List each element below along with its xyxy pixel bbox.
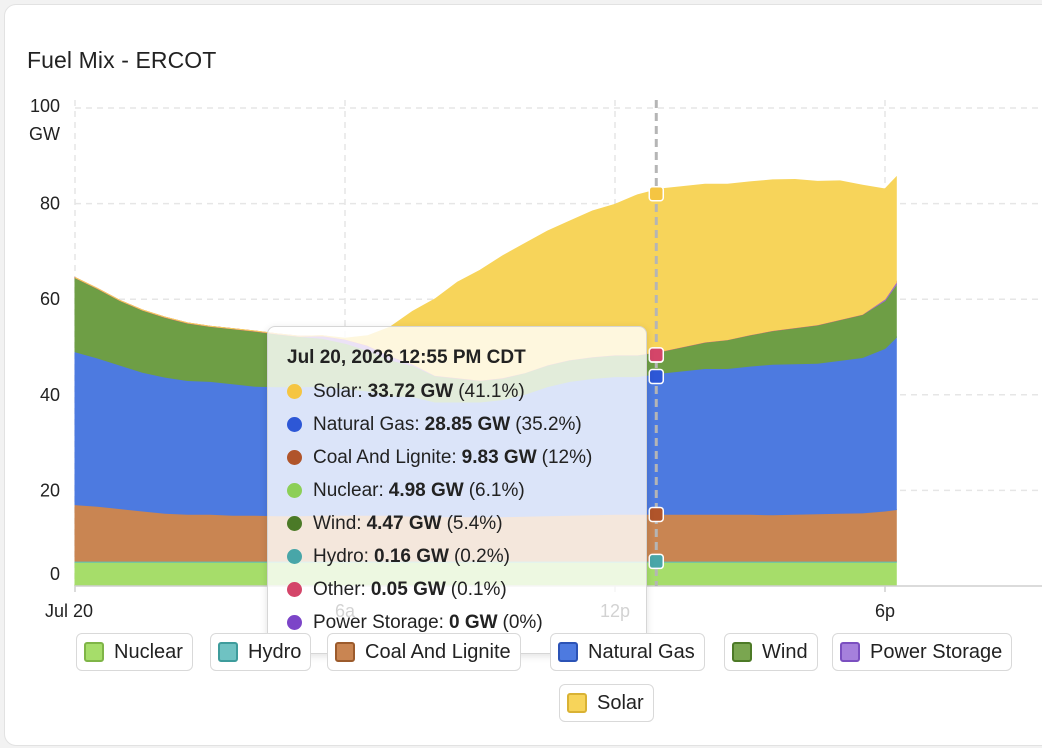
crosshair-marker	[648, 553, 665, 570]
tooltip-percent: (12%)	[541, 446, 593, 468]
legend-swatch	[335, 642, 355, 662]
tooltip-value: 0.05 GW	[370, 578, 446, 600]
tooltip-dot	[287, 516, 302, 531]
tooltip-row: Hydro: 0.16 GW (0.2%)	[287, 540, 646, 573]
tooltip-value: 4.98 GW	[388, 479, 464, 501]
y-tick-label: 20	[40, 480, 60, 500]
crosshair	[648, 100, 665, 586]
tooltip-dot	[287, 450, 302, 465]
tooltip-percent: (0.1%)	[450, 578, 507, 600]
legend-item-hydro[interactable]: Hydro	[210, 633, 312, 671]
legend-swatch	[84, 642, 104, 662]
tooltip-row: Natural Gas: 28.85 GW (35.2%)	[287, 408, 646, 441]
y-unit-label: GW	[29, 124, 60, 144]
tooltip-value: 0 GW	[448, 611, 498, 633]
legend-label: Wind	[762, 640, 808, 663]
legend-swatch	[732, 642, 752, 662]
tooltip-row: Wind: 4.47 GW (5.4%)	[287, 507, 646, 540]
y-tick-label: 0	[50, 564, 60, 584]
tooltip-row: Other: 0.05 GW (0.1%)	[287, 573, 646, 606]
y-tick-label: 80	[40, 194, 60, 214]
tooltip-dot	[287, 582, 302, 597]
hover-tooltip: Jul 20, 2026 12:55 PM CDT Solar: 33.72 GW…	[267, 326, 647, 654]
tooltip-dot	[287, 549, 302, 564]
tooltip-dot	[287, 417, 302, 432]
tooltip-dot	[287, 483, 302, 498]
legend-label: Solar	[597, 691, 644, 714]
legend-item-solar[interactable]: Solar	[559, 684, 654, 722]
tooltip-title: Jul 20, 2026 12:55 PM CDT	[287, 347, 526, 368]
tooltip-label: Other:	[313, 578, 366, 600]
legend-item-natural-gas[interactable]: Natural Gas	[550, 633, 705, 671]
tooltip-label: Natural Gas:	[313, 413, 420, 435]
legend-item-coal-and-lignite[interactable]: Coal And Lignite	[327, 633, 521, 671]
tooltip-value: 0.16 GW	[373, 545, 449, 567]
x-tick-label: 6p	[875, 601, 895, 621]
tooltip-percent: (0%)	[502, 611, 543, 633]
y-tick-label: 40	[40, 385, 60, 405]
tooltip-dot	[287, 384, 302, 399]
tooltip-label: Hydro:	[313, 545, 369, 567]
legend-item-nuclear[interactable]: Nuclear	[76, 633, 193, 671]
legend-label: Coal And Lignite	[365, 640, 511, 663]
tooltip-row: Solar: 33.72 GW (41.1%)	[287, 375, 646, 408]
tooltip-dot	[287, 615, 302, 630]
legend-label: Nuclear	[114, 640, 183, 663]
legend-swatch	[567, 693, 587, 713]
y-tick-label: 60	[40, 289, 60, 309]
tooltip-row: Coal And Lignite: 9.83 GW (12%)	[287, 441, 646, 474]
legend-item-power-storage[interactable]: Power Storage	[832, 633, 1013, 671]
tooltip-percent: (41.1%)	[458, 380, 525, 402]
tooltip-label: Nuclear:	[313, 479, 384, 501]
tooltip-value: 9.83 GW	[461, 446, 537, 468]
x-tick-label: Jul 20	[45, 601, 93, 621]
tooltip-percent: (5.4%)	[446, 512, 503, 534]
tooltip-value: 4.47 GW	[366, 512, 442, 534]
tooltip-label: Coal And Lignite:	[313, 446, 457, 468]
tooltip-label: Solar:	[313, 380, 363, 402]
y-tick-label: 100	[30, 96, 60, 116]
legend-swatch	[840, 642, 860, 662]
tooltip-percent: (0.2%)	[453, 545, 510, 567]
tooltip-value: 28.85 GW	[424, 413, 511, 435]
tooltip-percent: (6.1%)	[468, 479, 525, 501]
tooltip-row: Power Storage: 0 GW (0%)	[287, 606, 646, 639]
tooltip-percent: (35.2%)	[515, 413, 582, 435]
tooltip-value: 33.72 GW	[367, 380, 454, 402]
legend-label: Hydro	[248, 640, 302, 663]
crosshair-marker	[648, 186, 665, 202]
tooltip-row: Nuclear: 4.98 GW (6.1%)	[287, 474, 646, 507]
tooltip-label: Power Storage:	[313, 611, 444, 633]
legend-label: Natural Gas	[588, 640, 695, 663]
legend-swatch	[558, 642, 578, 662]
crosshair-marker	[648, 368, 665, 385]
tooltip-label: Wind:	[313, 512, 362, 534]
legend-swatch	[218, 642, 238, 662]
legend-item-wind[interactable]: Wind	[724, 633, 818, 671]
crosshair-marker	[648, 347, 665, 363]
legend-label: Power Storage	[870, 640, 1003, 663]
crosshair-marker	[648, 506, 665, 523]
chart-title: Fuel Mix - ERCOT	[27, 47, 217, 73]
